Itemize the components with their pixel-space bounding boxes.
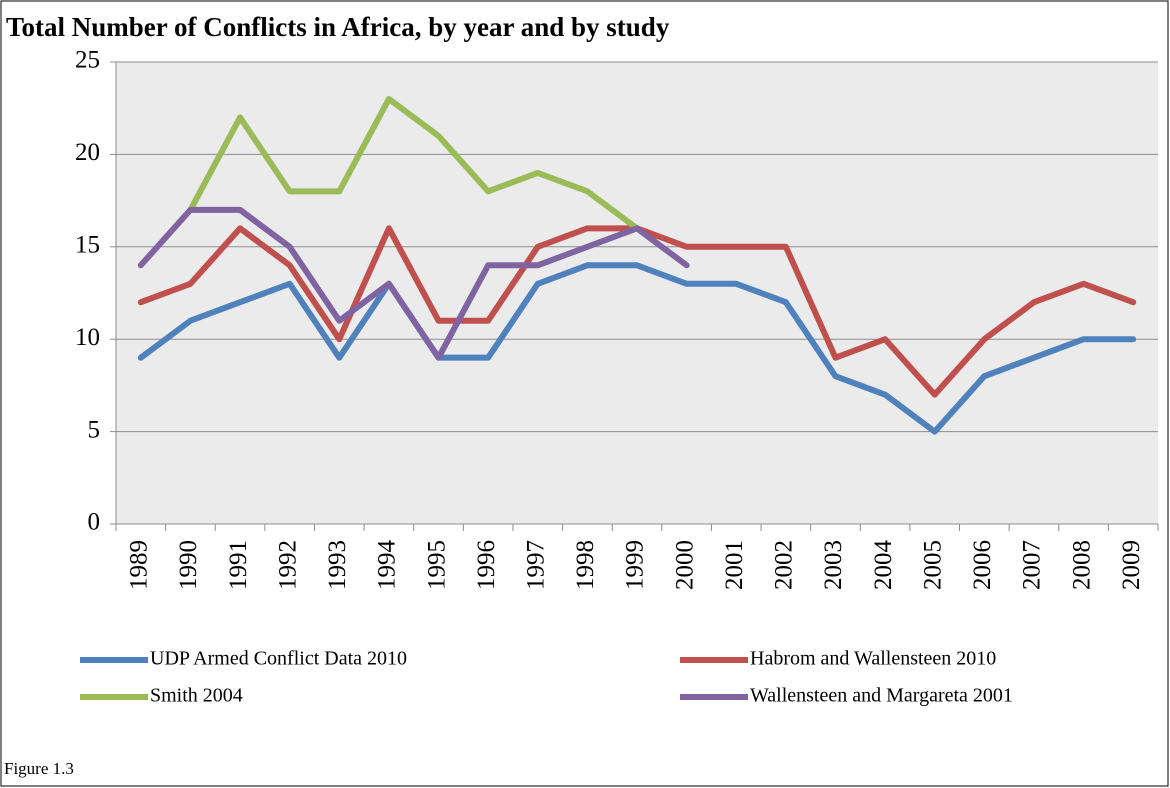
caption: Figure 1.3	[4, 759, 74, 778]
x-tick-label: 2005	[919, 540, 946, 590]
x-tick-label: 1989	[126, 540, 153, 590]
x-tick-label: 2009	[1118, 540, 1145, 590]
series-line	[137, 262, 1137, 435]
y-tick-label: 15	[75, 232, 100, 259]
legend-label: Smith 2004	[150, 685, 243, 707]
x-tick-label: 1992	[274, 540, 301, 590]
legend-label: Habrom and Wallensteen 2010	[750, 648, 996, 670]
x-tick-label: 1991	[225, 540, 252, 590]
y-tick-label: 5	[88, 416, 101, 443]
x-tick-label: 1990	[175, 540, 202, 590]
series-line	[137, 206, 690, 361]
legend-label: UDP Armed Conflict Data 2010	[150, 648, 407, 670]
plot-area	[116, 62, 1158, 524]
chart-title: Total Number of Conflicts in Africa, by …	[6, 12, 670, 42]
x-tick-label: 2001	[721, 540, 748, 590]
x-tick-label: 2003	[820, 540, 847, 590]
x-tick-label: 1999	[622, 540, 649, 590]
x-tick-label: 2004	[870, 540, 897, 591]
y-tick-label: 10	[75, 324, 100, 351]
x-tick-label: 2002	[771, 540, 798, 590]
x-tick-label: 1996	[473, 540, 500, 590]
series-line	[187, 95, 640, 232]
x-tick-label: 2008	[1068, 540, 1095, 590]
x-tick-label: 2000	[671, 540, 698, 590]
x-tick-label: 1998	[572, 540, 599, 590]
x-tick-label: 2006	[969, 540, 996, 590]
y-tick-label: 20	[75, 139, 100, 166]
x-tick-label: 1994	[374, 540, 401, 591]
x-tick-label: 2007	[1019, 540, 1046, 590]
x-tick-label: 1995	[423, 540, 450, 590]
y-tick-label: 0	[88, 509, 101, 536]
legend-label: Wallensteen and Margareta 2001	[750, 685, 1013, 707]
x-tick-label: 1997	[522, 540, 549, 590]
y-tick-label: 25	[75, 47, 100, 74]
x-tick-label: 1993	[324, 540, 351, 590]
